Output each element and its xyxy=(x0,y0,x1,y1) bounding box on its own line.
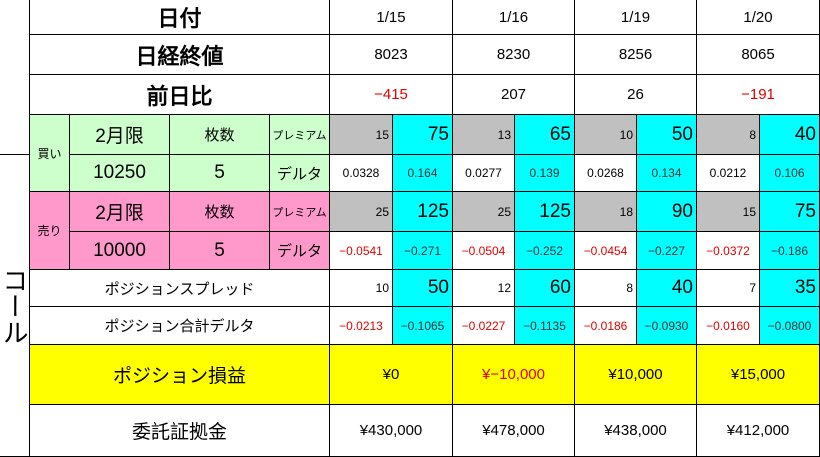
sell-qty-label: 枚数 xyxy=(170,192,270,232)
sell-premium-cell: 15 xyxy=(697,192,760,232)
total-delta-total-cell: −0.0800 xyxy=(760,307,820,345)
row-header-pnl: ポジション損益 xyxy=(30,345,330,405)
side-label-call: コール xyxy=(0,155,30,457)
sell-delta-total-cell: −0.186 xyxy=(760,232,820,270)
sell-delta-cell: −0.0454 xyxy=(575,232,637,270)
buy-premium-total-cell: 65 xyxy=(515,115,575,155)
spread-total-cell: 50 xyxy=(393,270,453,307)
sell-strike: 10000 xyxy=(70,232,170,270)
sell-qty: 5 xyxy=(170,232,270,270)
buy-premium-cell: 10 xyxy=(575,115,637,155)
date-cell: 1/19 xyxy=(575,0,697,35)
change-cell: −191 xyxy=(697,75,820,115)
margin-cell: ¥430,000 xyxy=(330,405,453,457)
total-delta-cell: −0.0160 xyxy=(697,307,760,345)
spread-cell: 8 xyxy=(575,270,637,307)
date-cell: 1/15 xyxy=(330,0,453,35)
buy-premium-cell: 8 xyxy=(697,115,760,155)
spread-total-cell: 35 xyxy=(760,270,820,307)
sell-premium-total-cell: 125 xyxy=(393,192,453,232)
buy-delta-cell: 0.0268 xyxy=(575,155,637,192)
sell-delta-cell: −0.0541 xyxy=(330,232,393,270)
buy-strike: 10250 xyxy=(70,155,170,192)
buy-delta-total-cell: 0.139 xyxy=(515,155,575,192)
buy-delta-total-cell: 0.164 xyxy=(393,155,453,192)
buy-delta-label: デルタ xyxy=(270,155,330,192)
date-cell: 1/20 xyxy=(697,0,820,35)
sell-premium-total-cell: 75 xyxy=(760,192,820,232)
pnl-cell: ¥−10,000 xyxy=(453,345,575,405)
sell-month: 2月限 xyxy=(70,192,170,232)
corner-cell xyxy=(0,0,30,155)
spread-cell: 10 xyxy=(330,270,393,307)
sell-premium-cell: 25 xyxy=(453,192,515,232)
sell-label: 売り xyxy=(30,192,70,270)
sell-delta-cell: −0.0372 xyxy=(697,232,760,270)
buy-delta-cell: 0.0277 xyxy=(453,155,515,192)
row-header-total-delta: ポジション合計デルタ xyxy=(30,307,330,345)
buy-premium-cell: 13 xyxy=(453,115,515,155)
sell-premium-cell: 25 xyxy=(330,192,393,232)
total-delta-cell: −0.0227 xyxy=(453,307,515,345)
sell-delta-cell: −0.0504 xyxy=(453,232,515,270)
close-cell: 8023 xyxy=(330,35,453,75)
sell-delta-label: デルタ xyxy=(270,232,330,270)
sell-delta-total-cell: −0.252 xyxy=(515,232,575,270)
close-cell: 8256 xyxy=(575,35,697,75)
spread-cell: 7 xyxy=(697,270,760,307)
buy-premium-cell: 15 xyxy=(330,115,393,155)
date-cell: 1/16 xyxy=(453,0,575,35)
close-cell: 8065 xyxy=(697,35,820,75)
buy-delta-total-cell: 0.134 xyxy=(637,155,697,192)
buy-qty: 5 xyxy=(170,155,270,192)
spread-cell: 12 xyxy=(453,270,515,307)
buy-premium-total-cell: 50 xyxy=(637,115,697,155)
close-cell: 8230 xyxy=(453,35,575,75)
buy-delta-total-cell: 0.106 xyxy=(760,155,820,192)
sell-premium-cell: 18 xyxy=(575,192,637,232)
total-delta-total-cell: −0.1135 xyxy=(515,307,575,345)
row-header-close: 日経終値 xyxy=(30,35,330,75)
sell-delta-total-cell: −0.271 xyxy=(393,232,453,270)
row-header-spread: ポジションスプレッド xyxy=(30,270,330,307)
total-delta-total-cell: −0.1065 xyxy=(393,307,453,345)
buy-label: 買い xyxy=(30,115,70,192)
margin-cell: ¥438,000 xyxy=(575,405,697,457)
row-header-margin: 委託証拠金 xyxy=(30,405,330,457)
row-header-change: 前日比 xyxy=(30,75,330,115)
spread-total-cell: 60 xyxy=(515,270,575,307)
change-cell: −415 xyxy=(330,75,453,115)
buy-delta-cell: 0.0328 xyxy=(330,155,393,192)
spread-total-cell: 40 xyxy=(637,270,697,307)
sell-delta-total-cell: −0.227 xyxy=(637,232,697,270)
change-cell: 26 xyxy=(575,75,697,115)
change-cell: 207 xyxy=(453,75,575,115)
total-delta-total-cell: −0.0930 xyxy=(637,307,697,345)
buy-delta-cell: 0.0212 xyxy=(697,155,760,192)
pnl-cell: ¥15,000 xyxy=(697,345,820,405)
buy-month: 2月限 xyxy=(70,115,170,155)
buy-qty-label: 枚数 xyxy=(170,115,270,155)
sell-premium-total-cell: 90 xyxy=(637,192,697,232)
margin-cell: ¥478,000 xyxy=(453,405,575,457)
sell-premium-label: プレミアム xyxy=(270,192,330,232)
total-delta-cell: −0.0186 xyxy=(575,307,637,345)
buy-premium-label: プレミアム xyxy=(270,115,330,155)
sell-premium-total-cell: 125 xyxy=(515,192,575,232)
buy-premium-total-cell: 40 xyxy=(760,115,820,155)
pnl-cell: ¥10,000 xyxy=(575,345,697,405)
margin-cell: ¥412,000 xyxy=(697,405,820,457)
buy-premium-total-cell: 75 xyxy=(393,115,453,155)
pnl-cell: ¥0 xyxy=(330,345,453,405)
total-delta-cell: −0.0213 xyxy=(330,307,393,345)
row-header-date: 日付 xyxy=(30,0,330,35)
